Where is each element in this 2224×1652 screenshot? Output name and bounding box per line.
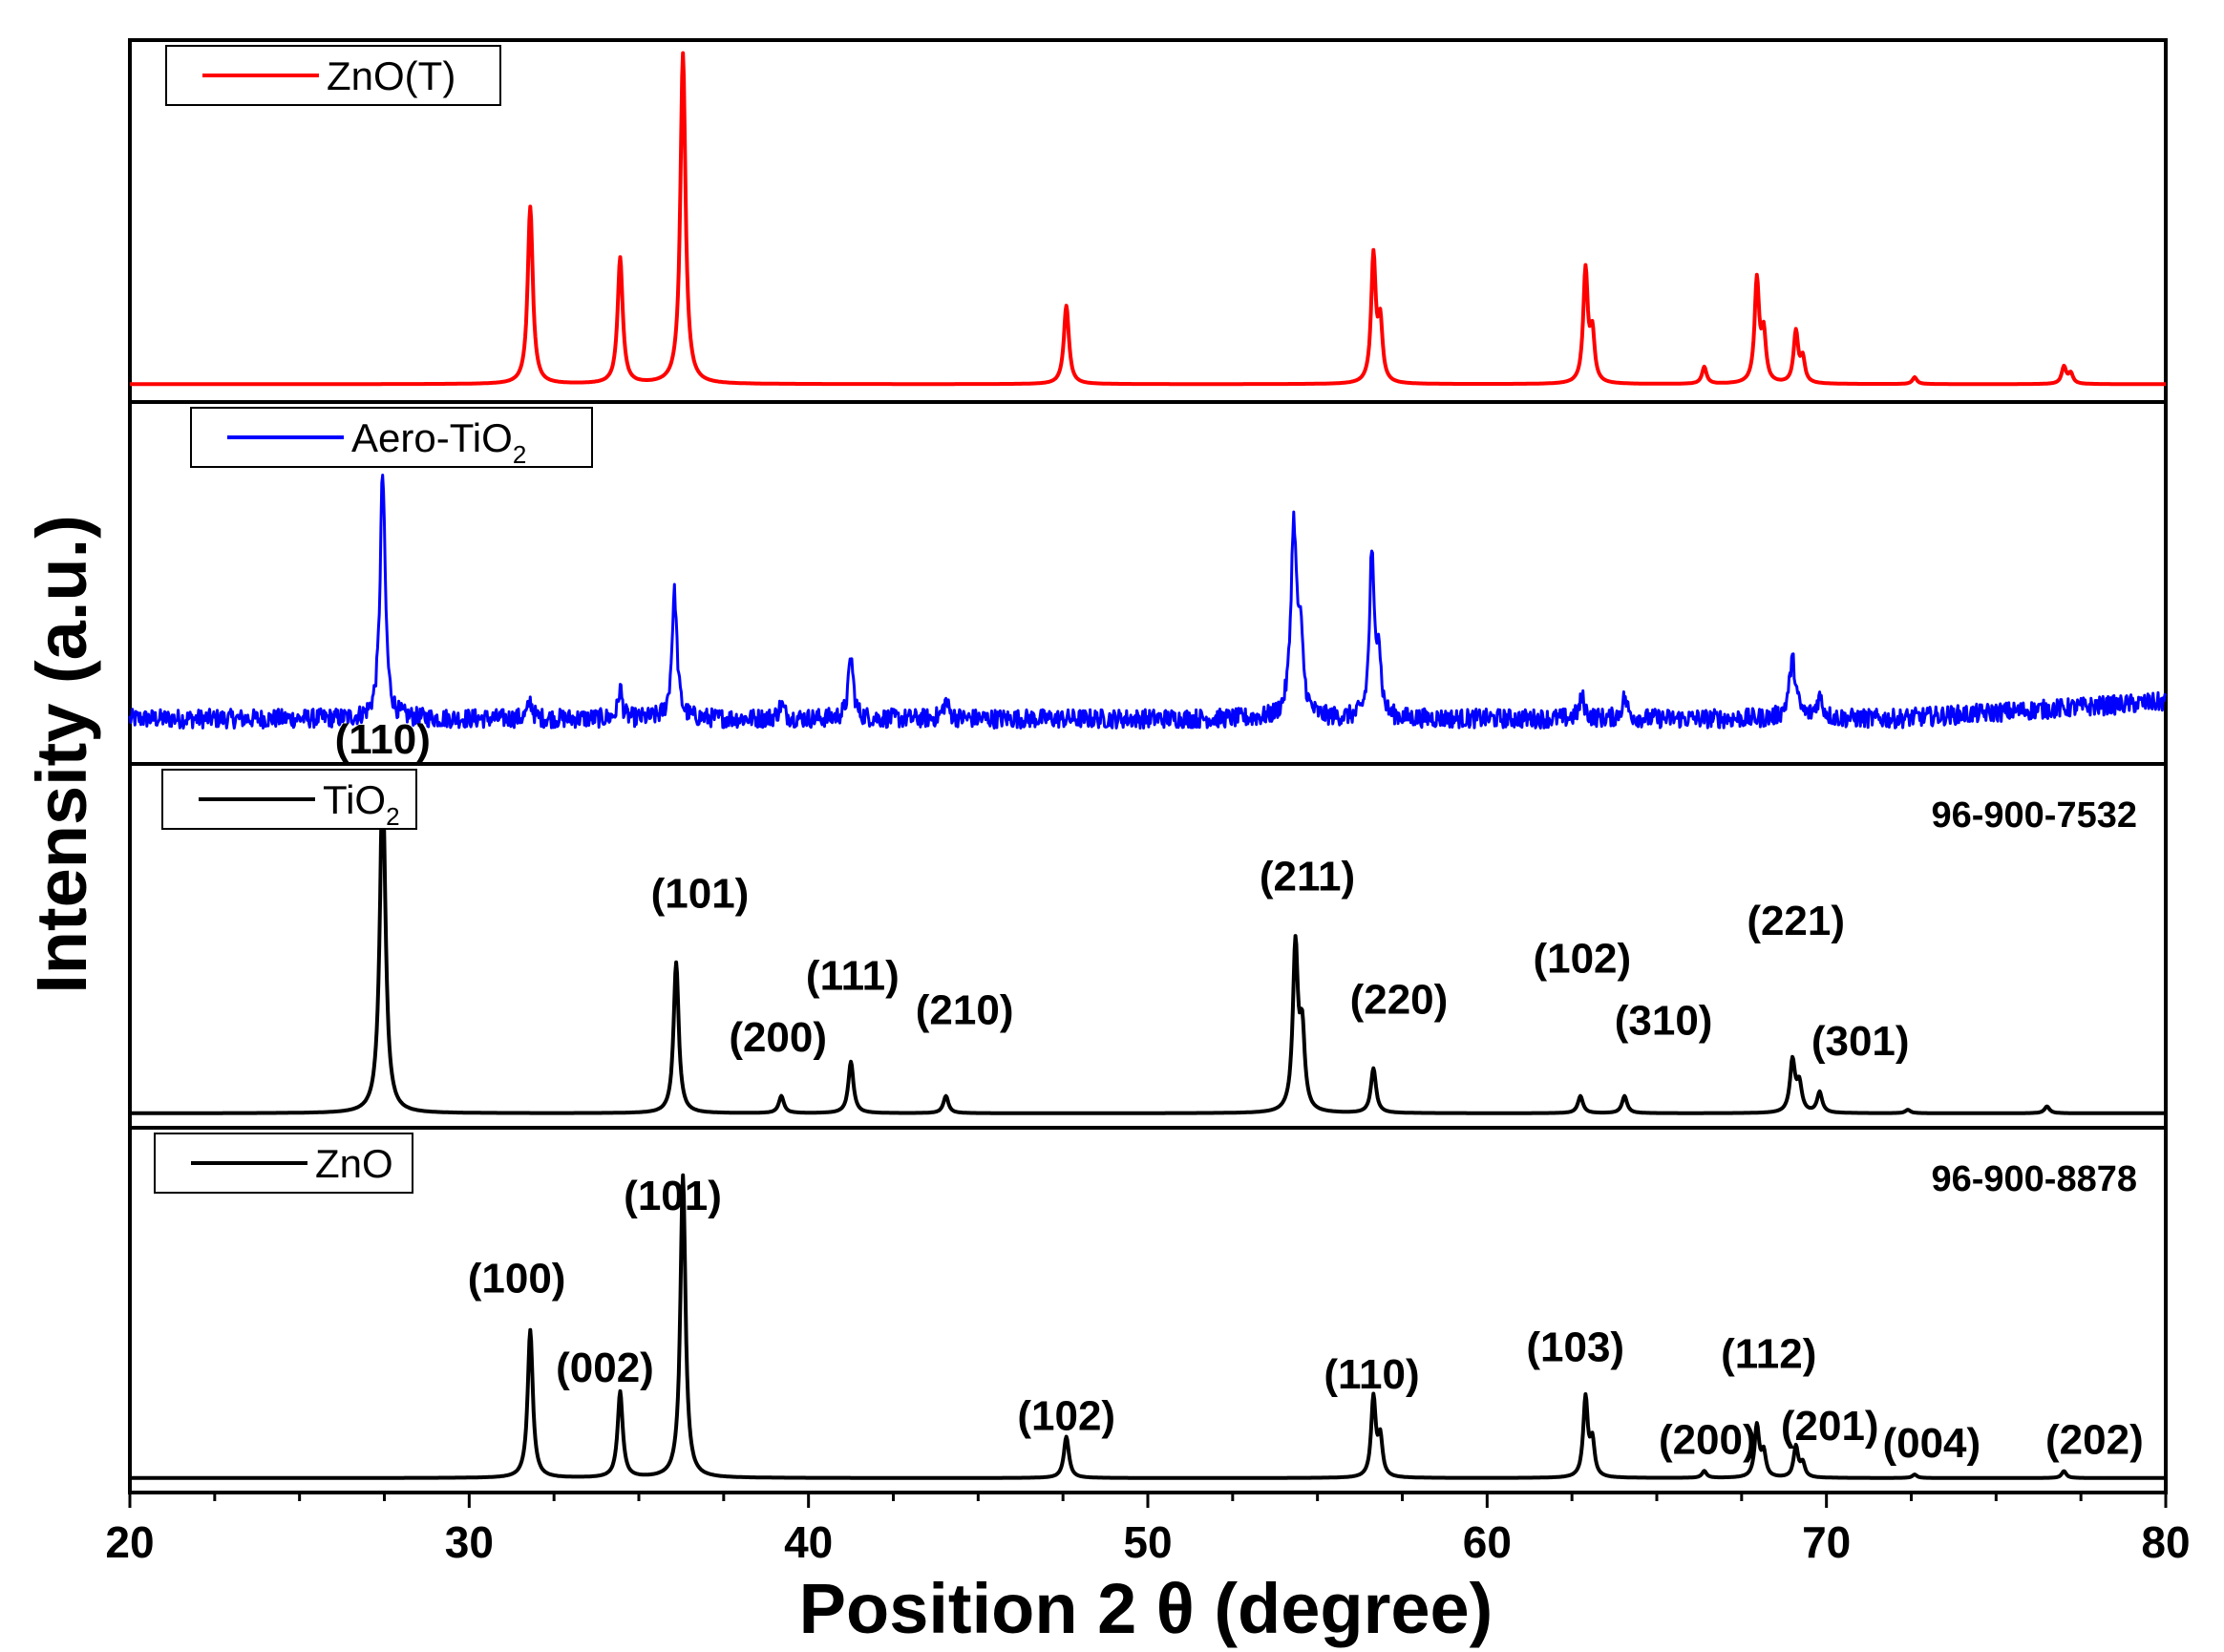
x-tick-label: 40 [784,1517,833,1567]
x-tick-label: 20 [105,1517,154,1567]
x-tick-label: 50 [1123,1517,1172,1567]
hkl-label: (111) [806,953,900,1000]
hkl-label: (221) [1747,898,1845,944]
hkl-label: (004) [1882,1420,1980,1467]
hkl-label: (110) [335,716,431,763]
x-tick-label: 30 [445,1517,494,1567]
y-axis-title: Intensity (a.u.) [22,515,101,994]
hkl-label: (102) [1533,936,1631,983]
legend-label: ZnO [315,1141,393,1186]
hkl-label: (100) [468,1255,566,1302]
hkl-label: (110) [1324,1351,1419,1398]
hkl-label: (220) [1350,977,1449,1024]
hkl-label: (102) [1017,1392,1115,1439]
hkl-label: (101) [624,1173,722,1219]
series-line [128,51,2168,387]
hkl-label: (200) [729,1014,827,1061]
x-tick-label: 80 [2141,1517,2190,1567]
panels: ZnO(T) Aero-TiO2 TiO2 96-900-7532 (110) (101)… [128,45,2168,1480]
legend-label: Aero-TiO2 [351,415,526,469]
series-line [128,775,2168,1115]
hkl-label: (310) [1615,997,1713,1044]
hkl-label: (101) [651,870,750,917]
reference-code: 96-900-8878 [1931,1159,2137,1199]
panel-zno-t-: ZnO(T) [128,45,2168,387]
panel-aero-tio2: Aero-TiO2 [128,407,2168,730]
hkl-label: (210) [916,986,1014,1033]
x-axis: 20 30 40 50 60 70 80 [105,1493,2191,1567]
hkl-label: (201) [1781,1403,1879,1450]
legend-label: TiO2 [323,777,400,831]
hkl-label: (002) [556,1345,654,1391]
series-line [128,1173,2168,1480]
legend-label: ZnO(T) [327,53,455,98]
hkl-label: (211) [1260,853,1355,900]
panel-tio2: TiO2 96-900-7532 (110) (101) (200) (111) (210)… [128,716,2168,1115]
x-tick-label: 70 [1802,1517,1851,1567]
x-axis-title: Position 2 θ (degree) [799,1569,1493,1648]
reference-code: 96-900-7532 [1931,795,2137,836]
x-tick-label: 60 [1463,1517,1512,1567]
hkl-label: (202) [2045,1417,2144,1464]
hkl-label: (112) [1721,1331,1816,1378]
hkl-label: (200) [1659,1417,1757,1464]
hkl-label: (103) [1526,1324,1624,1370]
series-line [128,474,2168,730]
plot-frame [128,38,2168,1494]
hkl-label: (301) [1811,1018,1910,1065]
panel-zno: ZnO 96-900-8878 (100) (002) (101) (102) (110) (… [128,1133,2168,1480]
